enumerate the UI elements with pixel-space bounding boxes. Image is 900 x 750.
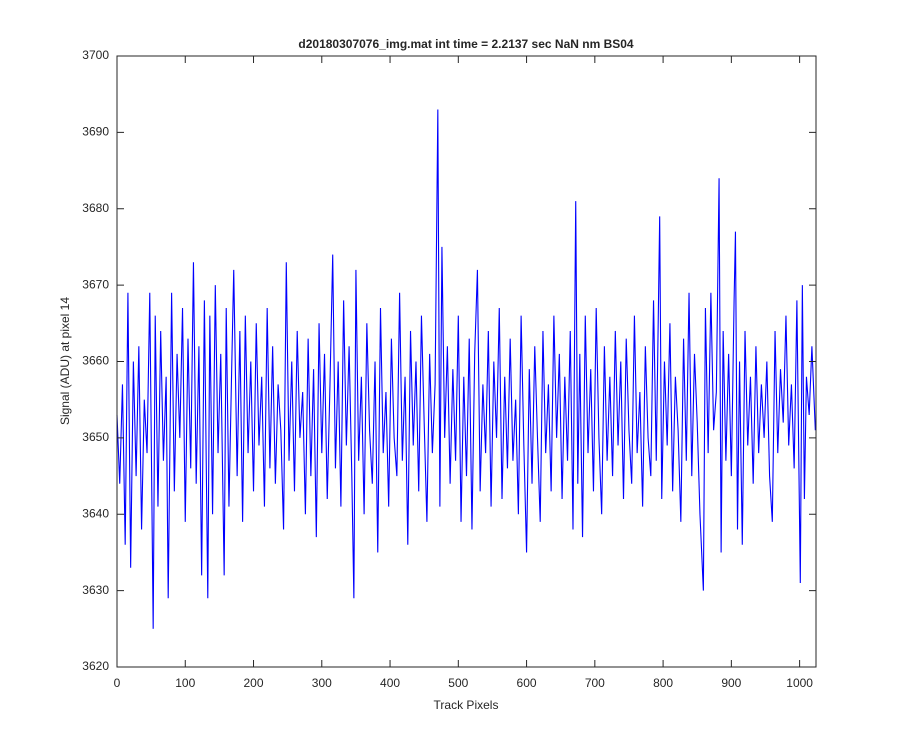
- x-tick-label: 1000: [786, 676, 813, 690]
- data-line: [116, 109, 816, 629]
- x-tick-label: 400: [380, 676, 400, 690]
- x-axis-label: Track Pixels: [434, 698, 499, 712]
- y-tick-label: 3660: [82, 354, 109, 368]
- x-tick-label: 600: [517, 676, 537, 690]
- y-tick-label: 3650: [82, 430, 109, 444]
- y-tick-label: 3630: [82, 583, 109, 597]
- chart-title: d20180307076_img.mat int time = 2.2137 s…: [298, 37, 634, 51]
- x-tick-label: 0: [114, 676, 121, 690]
- y-axis-label: Signal (ADU) at pixel 14: [58, 297, 72, 425]
- x-tick-label: 100: [175, 676, 195, 690]
- y-tick-label: 3680: [82, 201, 109, 215]
- y-tick-label: 3620: [82, 659, 109, 673]
- y-tick-label: 3670: [82, 277, 109, 291]
- y-tick-label: 3700: [82, 48, 109, 62]
- y-tick-label: 3640: [82, 506, 109, 520]
- x-tick-label: 900: [721, 676, 741, 690]
- x-tick-label: 500: [448, 676, 468, 690]
- y-tick-label: 3690: [82, 125, 109, 139]
- x-tick-label: 300: [312, 676, 332, 690]
- x-tick-label: 700: [585, 676, 605, 690]
- x-tick-label: 800: [653, 676, 673, 690]
- x-tick-label: 200: [244, 676, 264, 690]
